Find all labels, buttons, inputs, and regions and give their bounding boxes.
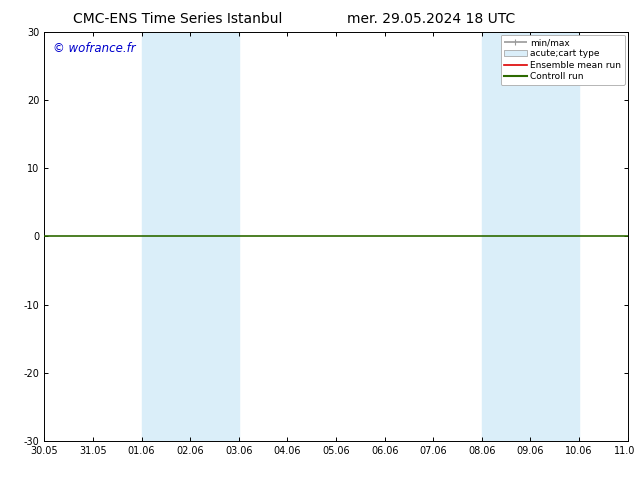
Bar [190,32,239,441]
Text: mer. 29.05.2024 18 UTC: mer. 29.05.2024 18 UTC [347,12,515,26]
Legend: min/max, acute;cart type, Ensemble mean run, Controll run: min/max, acute;cart type, Ensemble mean … [501,35,625,85]
Text: © wofrance.fr: © wofrance.fr [53,42,136,55]
Text: CMC-ENS Time Series Istanbul: CMC-ENS Time Series Istanbul [73,12,282,26]
Bar [482,32,531,441]
Bar [141,32,190,441]
Bar [531,32,579,441]
